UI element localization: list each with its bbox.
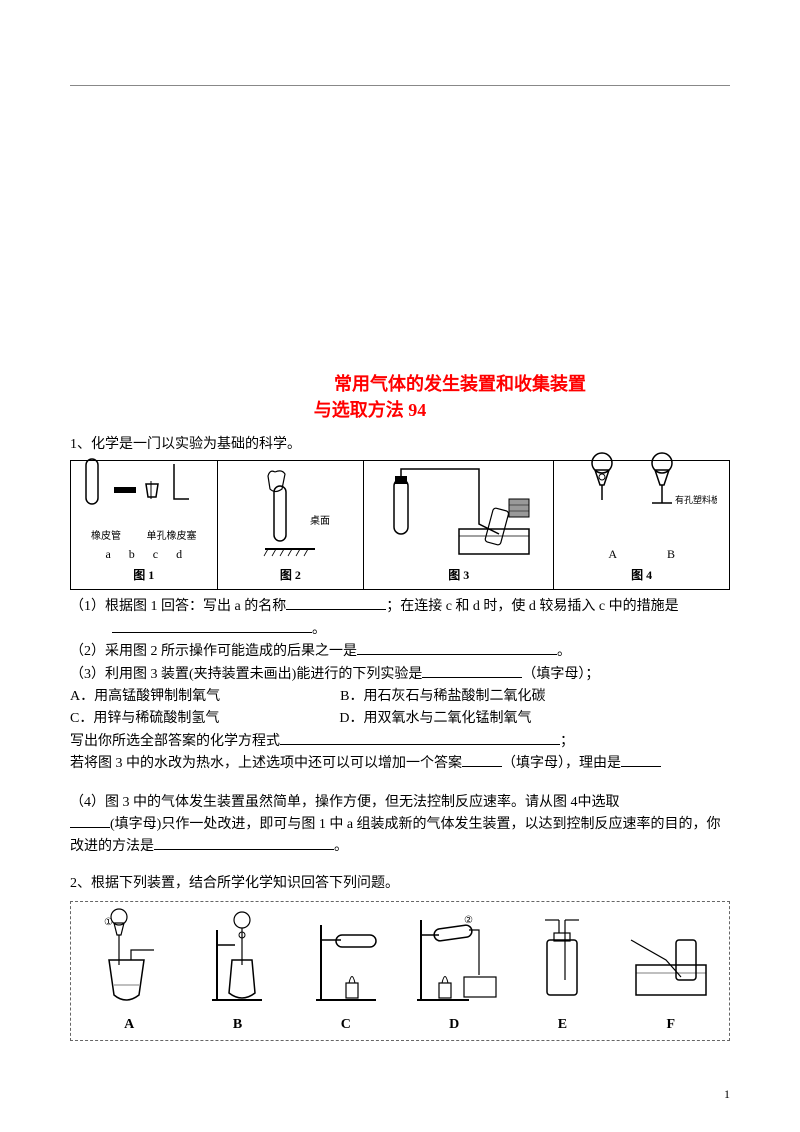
item-text-labels: 橡皮管 单孔橡皮塞 xyxy=(78,529,209,545)
sublabel-a: a xyxy=(105,545,110,564)
stopper-label: 单孔橡皮塞 xyxy=(147,529,197,545)
title-section: 常用气体的发生装置和收集装置 与选取方法 94 xyxy=(70,370,730,422)
diagram-3 xyxy=(364,461,553,566)
title-line-1: 常用气体的发生装置和收集装置 xyxy=(190,370,730,396)
panel-label-1: 图 1 xyxy=(133,566,154,585)
q1-part2b-text: 。 xyxy=(557,644,571,659)
svg-text:①: ① xyxy=(104,917,113,928)
options-row-1: A．用高锰酸钾制制氧气 B．用石灰石与稀盐酸制二氧化碳 xyxy=(70,686,730,708)
q1-part4-text: （4）图 3 中的气体发生装置虽然简单，操作方便，但无法控制反应速率。请从图 4… xyxy=(70,795,620,810)
blank-3 xyxy=(422,664,522,678)
table-surface-label: 桌面 xyxy=(310,514,330,527)
q1-part4: （4）图 3 中的气体发生装置虽然简单，操作方便，但无法控制反应速率。请从图 4… xyxy=(70,792,730,814)
label-B: B xyxy=(233,1014,242,1036)
options-row-2: C．用锌与稀硫酸制氢气 D．用双氧水与二氧化锰制氧气 xyxy=(70,708,730,730)
panel-label-4: 图 4 xyxy=(631,566,652,585)
panel-label-3: 图 3 xyxy=(448,566,469,585)
q1-part1-cont: 措施是。 xyxy=(70,619,730,641)
panel4-sublabels: A B xyxy=(608,545,675,564)
apparatus-A: ① A xyxy=(75,905,183,1036)
label-D: D xyxy=(449,1014,459,1036)
page-number: 1 xyxy=(724,1087,730,1102)
figure-box-1: 橡皮管 单孔橡皮塞 a b c d 图 1 xyxy=(70,460,730,590)
blank-2 xyxy=(357,641,557,655)
label-E: E xyxy=(558,1014,567,1036)
q1-part3d-text: ； xyxy=(560,734,574,749)
q1-part4-cont: (填字母)只作一处改进，即可与图 1 中 a 组装成新的气体发生装置，以达到控制… xyxy=(70,814,730,859)
blank-1a xyxy=(286,596,386,610)
apparatus-F: F xyxy=(617,905,725,1036)
diagram-4: 有孔塑料板 xyxy=(554,445,729,545)
option-C: C．用锌与稀硫酸制氢气 xyxy=(70,708,219,730)
figure-panel-3: 图 3 xyxy=(364,461,554,589)
blank-3c xyxy=(280,731,560,745)
q1-part1b-text: ；在连接 c 和 d 时，使 d 较易插入 c 中的措施是 xyxy=(386,599,678,614)
q1-part3b-text: （填字母）； xyxy=(522,667,599,682)
label-A: A xyxy=(124,1014,134,1036)
q1-part3f-text: （填字母），理由是 xyxy=(502,756,621,771)
page-top-rule xyxy=(70,85,730,86)
figure-box-2: ① A B xyxy=(70,901,730,1041)
panel-label-2: 图 2 xyxy=(280,566,301,585)
q1-part2-text: （2）采用图 2 所示操作可能造成的后果之一是 xyxy=(70,644,357,659)
q1-part4c-text: 。 xyxy=(334,839,348,854)
q1-part3-text: （3）利用图 3 装置(夹持装置未画出)能进行的下列实验是 xyxy=(70,667,422,682)
label-C: C xyxy=(341,1014,351,1036)
q1-part3c: 写出你所选全部答案的化学方程式 ； xyxy=(70,731,730,753)
sublabel-A: A xyxy=(608,545,617,564)
blank-4b xyxy=(154,836,334,850)
q1-part1: （1）根据图 1 回答：写出 a 的名称 ；在连接 c 和 d 时，使 d 较易插… xyxy=(70,596,730,618)
label-F: F xyxy=(667,1014,676,1036)
sublabel-d: d xyxy=(176,545,182,564)
q1-part1c-text: 。 xyxy=(312,622,326,637)
q1-part3e-text: 若将图 3 中的水改为热水，上述选项中还可以可以增加一个答案 xyxy=(70,756,462,771)
sublabel-c: c xyxy=(153,545,158,564)
q1-part2: （2）采用图 2 所示操作可能造成的后果之一是 。 xyxy=(70,641,730,663)
content-area: 1、化学是一门以实验为基础的科学。 橡皮管 单孔橡皮塞 xyxy=(70,434,730,1041)
apparatus-C: C xyxy=(292,905,400,1036)
rubber-tube-label: 橡皮管 xyxy=(91,529,121,545)
blank-3f xyxy=(621,753,661,767)
q1-part3e: 若将图 3 中的水改为热水，上述选项中还可以可以增加一个答案 （填字母），理由是 xyxy=(70,753,730,775)
option-B: B．用石灰石与稀盐酸制二氧化碳 xyxy=(340,686,545,708)
blank-1b xyxy=(112,619,312,633)
figure-panel-4: 有孔塑料板 A B 图 4 xyxy=(554,461,729,589)
panel1-sublabels: a b c d xyxy=(105,545,182,564)
svg-text:②: ② xyxy=(464,915,473,926)
q1-part3: （3）利用图 3 装置(夹持装置未画出)能进行的下列实验是 （填字母）； xyxy=(70,664,730,686)
svg-text:有孔塑料板: 有孔塑料板 xyxy=(675,494,717,505)
title-line-2: 与选取方法 94 xyxy=(10,396,730,422)
apparatus-B: B xyxy=(183,905,291,1036)
blank-3e xyxy=(462,753,502,767)
option-A: A．用高锰酸钾制制氧气 xyxy=(70,686,220,708)
q2-intro: 2、根据下列装置，结合所学化学知识回答下列问题。 xyxy=(70,873,730,895)
option-D: D．用双氧水与二氧化锰制氧气 xyxy=(339,708,531,730)
figure-panel-1: 橡皮管 单孔橡皮塞 a b c d 图 1 xyxy=(71,461,218,589)
diagram-1 xyxy=(71,449,217,529)
figure-panel-2: 桌面 图 2 xyxy=(218,461,365,589)
diagram-2: 桌面 xyxy=(218,461,364,566)
sublabel-b: b xyxy=(129,545,135,564)
sublabel-B: B xyxy=(667,545,675,564)
blank-4a xyxy=(70,814,110,828)
apparatus-E: E xyxy=(508,905,616,1036)
q1-part3c-text: 写出你所选全部答案的化学方程式 xyxy=(70,734,280,749)
q1-part1-text: （1）根据图 1 回答：写出 a 的名称 xyxy=(70,599,286,614)
apparatus-D: ② D xyxy=(400,905,508,1036)
